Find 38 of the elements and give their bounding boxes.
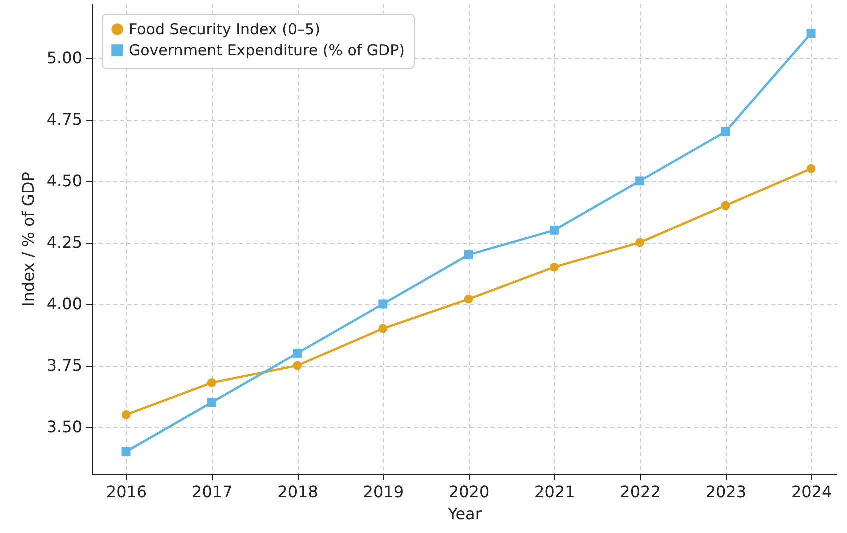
y-tick-label: 3.75 (46, 356, 82, 376)
x-tick-label: 2017 (192, 482, 233, 502)
x-axis-title: Year (447, 504, 482, 524)
y-tick-label: 5.00 (46, 48, 82, 68)
point (207, 398, 216, 408)
y-axis-title: Index / % of GDP (18, 172, 38, 307)
point (378, 300, 388, 309)
point (464, 294, 474, 304)
point (806, 29, 816, 38)
x-tick-label: 2024 (791, 482, 832, 502)
point (550, 226, 559, 235)
point (293, 361, 302, 370)
legend-label: Government Expenditure (% of GDP) (129, 42, 406, 60)
legend-label: Food Security Index (0–5) (129, 20, 320, 38)
point (378, 324, 388, 334)
y-tick-label: 4.00 (46, 294, 82, 314)
point (636, 176, 645, 186)
x-tick-label: 2018 (278, 482, 318, 502)
point (207, 378, 216, 388)
point (122, 410, 131, 420)
point (721, 201, 730, 210)
y-tick-label: 3.50 (46, 418, 82, 437)
x-tick-label: 2020 (448, 482, 490, 502)
x-tick-label: 2022 (620, 482, 661, 502)
x-tick-label: 2021 (534, 482, 576, 502)
point (550, 262, 559, 272)
x-tick-label: 2016 (106, 482, 148, 502)
y-tick-label: 4.25 (46, 233, 82, 252)
point (122, 447, 131, 456)
point (464, 250, 474, 260)
x-tick-label: 2023 (706, 482, 747, 502)
y-tick-label: 4.75 (46, 110, 82, 130)
point (721, 127, 730, 136)
x-tick-label: 2019 (363, 482, 404, 502)
point (293, 348, 302, 358)
point (636, 238, 645, 248)
y-tick-label: 4.50 (46, 172, 82, 191)
point (806, 164, 816, 174)
